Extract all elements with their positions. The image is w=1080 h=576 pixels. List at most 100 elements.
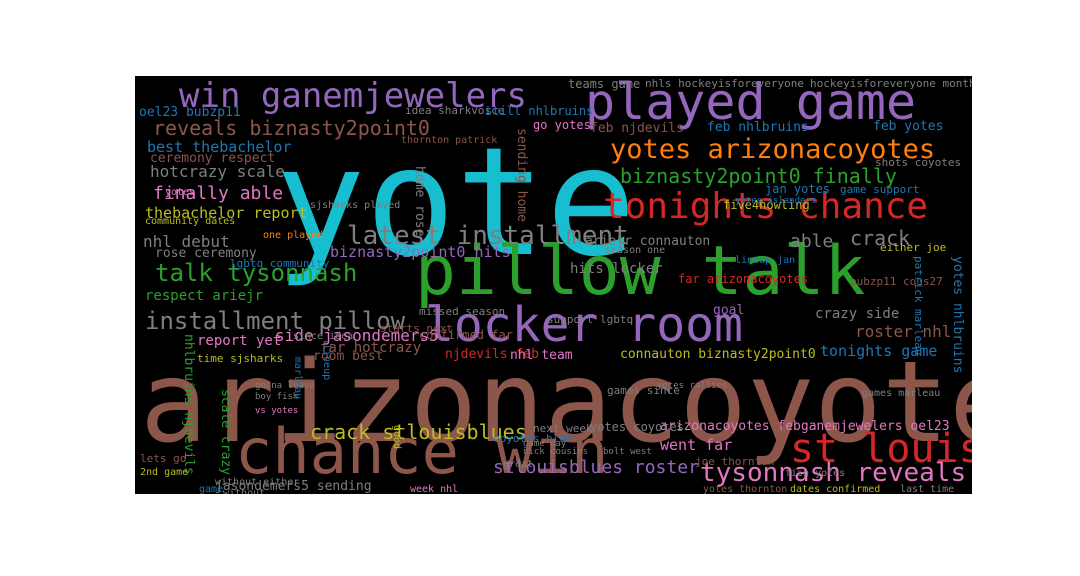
cloud-word: installment pillow <box>145 307 406 335</box>
cloud-word: played game <box>585 76 917 131</box>
cloud-word: week nhl <box>410 484 459 495</box>
cloud-word: lets go <box>140 452 187 465</box>
cloud-word: crazy side <box>815 306 900 322</box>
cloud-word: ariejr connauton <box>585 234 711 249</box>
cloud-word: confirmed far <box>419 328 513 342</box>
cloud-word: dates confirmed <box>790 484 881 495</box>
cloud-word: hockeyisforeveryone month <box>810 77 972 90</box>
cloud-word: far arizonacoyotes <box>678 272 809 286</box>
cloud-word: best thebachelor <box>147 138 292 156</box>
cloud-word: roster nhl <box>855 322 952 341</box>
cloud-word: game day <box>523 439 567 449</box>
cloud-word: season one <box>605 245 666 256</box>
cloud-word: coyotes blue <box>493 432 573 445</box>
cloud-word: lgbtq community <box>230 257 330 270</box>
cloud-word: thebachelor report <box>145 204 308 222</box>
cloud-word: shots coyotes <box>875 156 962 169</box>
cloud-word: either joe <box>880 241 947 254</box>
cloud-word: side jasondemers5 <box>275 326 439 345</box>
cloud-word: five4howling <box>723 198 810 212</box>
cloud-word: yotes arizonacoyotes <box>610 134 936 165</box>
cloud-word: crack stlouisblues <box>310 420 527 444</box>
cloud-word: bolt west <box>603 447 652 457</box>
cloud-word: st louis <box>790 426 972 472</box>
cloud-word: vs yotes <box>255 406 299 416</box>
cloud-word: went far <box>660 436 733 454</box>
cloud-word: boy fish <box>255 392 299 402</box>
cloud-word: missed season <box>419 305 506 318</box>
cloud-word: lineup <box>321 344 332 381</box>
cloud-word: great <box>503 459 534 470</box>
cloud-word: time sjsharks <box>197 352 284 365</box>
cloud-word: 2nd game <box>140 467 189 478</box>
cloud-word: community dates <box>145 216 236 227</box>
cloud-word: patrick marleau <box>912 256 925 356</box>
cloud-word: yotes coyotes <box>590 420 684 434</box>
cloud-word: stlouisblues roster <box>493 457 699 478</box>
cloud-word: finally able <box>153 183 284 204</box>
cloud-word: yotes rallies <box>657 381 728 391</box>
cloud-word: support lgbtq <box>547 313 634 326</box>
cloud-word: nhl team <box>510 348 573 363</box>
cloud-word: yotes <box>165 187 196 198</box>
cloud-word: game <box>199 484 224 495</box>
cloud-word: game support <box>840 183 920 196</box>
cloud-word: biznasty2point0 finally <box>620 164 897 188</box>
cloud-word: yotes nhlbruins <box>950 256 965 374</box>
cloud-word: nhlbruins njdevils <box>181 334 196 475</box>
cloud-word: games since <box>607 384 680 397</box>
cloud-word: connauton biznasty2point0 <box>620 347 816 362</box>
cloud-word: hits locker <box>570 261 663 277</box>
cloud-word: without either <box>215 477 300 488</box>
cloud-word: gonna leave <box>255 381 315 391</box>
cloud-word: games marleau <box>862 388 941 399</box>
cloud-word: arizonacoyotes febganemjewelers oel23 <box>660 419 950 434</box>
cloud-word: yote <box>275 116 637 290</box>
cloud-word: home rose <box>412 166 427 237</box>
cloud-word: next week <box>533 422 593 435</box>
cloud-word: teams game <box>568 77 641 91</box>
cloud-word: sjsharks played <box>310 200 401 211</box>
cloud-word: since idea <box>293 331 354 342</box>
cloud-word: still nhlbruins <box>485 104 594 118</box>
cloud-word: jan yotes <box>765 182 831 196</box>
cloud-word: far hotcrazy <box>320 340 422 356</box>
cloud-word: one played <box>263 230 324 241</box>
cloud-word: feb yotes <box>873 119 944 134</box>
cloud-word: fish yotes <box>785 468 846 479</box>
cloud-word: report yet <box>197 333 282 349</box>
cloud-word: joe thornton <box>695 455 775 468</box>
cloud-word: yotes thornton <box>703 484 788 495</box>
cloud-word: room best <box>313 349 384 364</box>
cloud-word: nhl debut <box>143 232 230 251</box>
cloud-word: bubzp11 cous27 <box>850 275 943 288</box>
cloud-word: tysonnash reveals <box>700 458 967 488</box>
cloud-word: feb njdevils <box>590 121 684 136</box>
cloud-word: thornton patrick <box>401 135 498 146</box>
cloud-word: feb nhlbruins <box>707 120 809 135</box>
cloud-word: scale crazy <box>218 389 233 476</box>
cloud-word: without <box>223 488 266 495</box>
cloud-word: tonights chance <box>603 186 929 227</box>
cloud-word: nick cousins <box>523 447 589 457</box>
cloud-word: starts next <box>380 322 453 335</box>
cloud-word: biznasty2point0 hits <box>330 243 511 261</box>
cloud-word: locker room <box>425 297 743 353</box>
cloud-word: able <box>790 231 834 252</box>
cloud-word: sending home <box>514 128 529 222</box>
cloud-word: talk tysonnash <box>155 259 358 287</box>
cloud-word: lineup jan <box>735 255 796 266</box>
cloud-word: njdevils feb <box>445 347 539 362</box>
cloud-word: respect ariejr <box>145 288 264 304</box>
cloud-word: idea sharkvoice <box>405 104 505 117</box>
cloud-word: chance win <box>235 415 609 488</box>
cloud-word: arizonacoyotes <box>140 338 972 468</box>
cloud-word: go yotes <box>533 118 591 132</box>
cloud-word: good <box>391 425 402 450</box>
cloud-word: pillow talk <box>415 232 866 311</box>
cloud-word: yotes islanders <box>735 196 817 206</box>
cloud-word: reveals biznasty2point0 <box>153 116 430 140</box>
cloud-word: nhls hockeyisforeveryone <box>645 77 804 90</box>
cloud-word: ceremony respect <box>150 151 276 166</box>
cloud-word: marleau <box>292 357 303 400</box>
